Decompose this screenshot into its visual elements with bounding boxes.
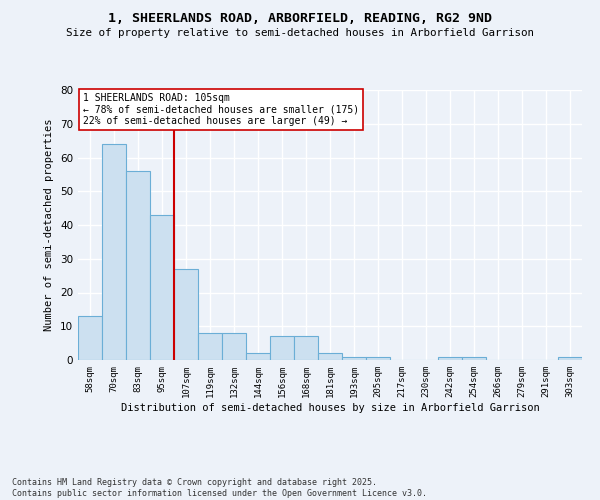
Bar	[342, 356, 366, 360]
Bar	[246, 353, 270, 360]
X-axis label: Distribution of semi-detached houses by size in Arborfield Garrison: Distribution of semi-detached houses by …	[121, 402, 539, 412]
Bar	[294, 336, 318, 360]
Bar	[126, 171, 150, 360]
Bar	[78, 316, 102, 360]
Bar	[102, 144, 126, 360]
Text: 1 SHEERLANDS ROAD: 105sqm
← 78% of semi-detached houses are smaller (175)
22% of: 1 SHEERLANDS ROAD: 105sqm ← 78% of semi-…	[83, 92, 359, 126]
Bar	[222, 333, 246, 360]
Bar	[150, 215, 174, 360]
Text: Contains HM Land Registry data © Crown copyright and database right 2025.
Contai: Contains HM Land Registry data © Crown c…	[12, 478, 427, 498]
Bar	[438, 356, 462, 360]
Y-axis label: Number of semi-detached properties: Number of semi-detached properties	[44, 118, 55, 331]
Bar	[558, 356, 582, 360]
Text: Size of property relative to semi-detached houses in Arborfield Garrison: Size of property relative to semi-detach…	[66, 28, 534, 38]
Bar	[270, 336, 294, 360]
Bar	[318, 353, 342, 360]
Bar	[198, 333, 222, 360]
Bar	[174, 269, 198, 360]
Bar	[462, 356, 486, 360]
Text: 1, SHEERLANDS ROAD, ARBORFIELD, READING, RG2 9ND: 1, SHEERLANDS ROAD, ARBORFIELD, READING,…	[108, 12, 492, 26]
Bar	[366, 356, 390, 360]
